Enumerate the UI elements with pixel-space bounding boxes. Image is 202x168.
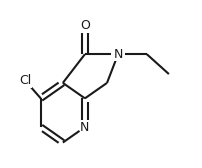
Text: N: N <box>113 48 122 61</box>
Text: Cl: Cl <box>19 74 31 87</box>
Text: O: O <box>80 19 89 32</box>
Text: N: N <box>80 121 89 134</box>
